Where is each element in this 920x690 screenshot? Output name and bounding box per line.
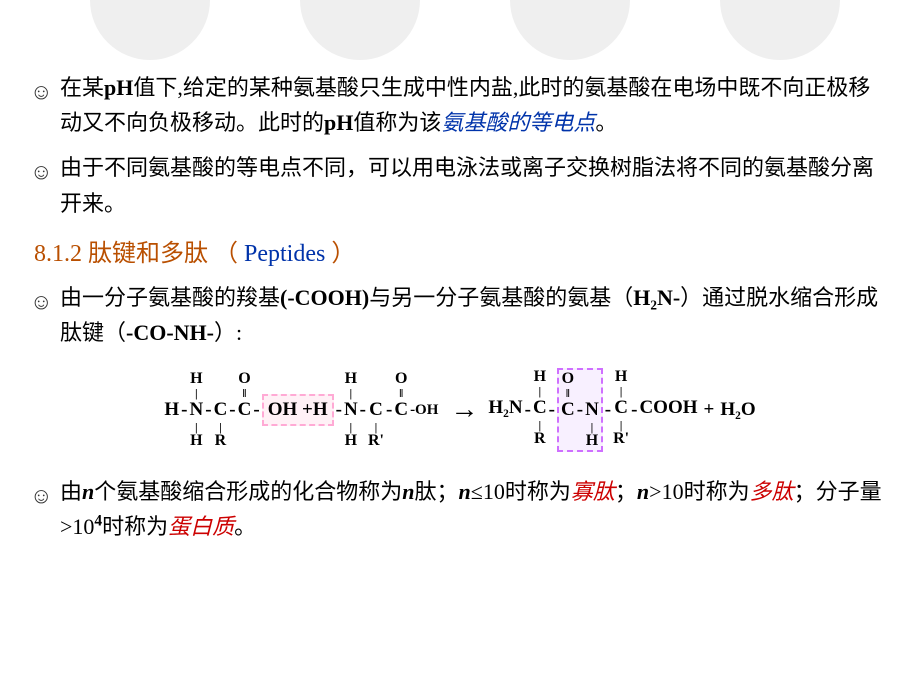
arrow-icon: → — [440, 394, 488, 426]
text: 时称为 — [102, 514, 168, 539]
var-n: n — [402, 479, 414, 504]
text: 。 — [234, 514, 256, 539]
amino-acid-1: H - H| N |H - C |R - O‖ C - — [164, 370, 261, 450]
var-n: n — [82, 479, 94, 504]
text: 。 — [595, 110, 617, 135]
text: 值称为该 — [353, 110, 441, 135]
bullet-1: ☺ 在某pH值下,给定的某种氨基酸只生成中性内盐,此时的氨基酸在电场中既不向正极… — [30, 70, 890, 140]
bullet-2: ☺ 由于不同氨基酸的等电点不同，可以用电泳法或离子交换树脂法将不同的氨基酸分离开… — [30, 150, 890, 220]
bg-circle — [510, 0, 630, 60]
text: pH — [324, 110, 353, 135]
peptide-bond-box: O‖ C - N |H — [557, 368, 603, 452]
text: ）: — [214, 320, 242, 345]
smiley-icon: ☺ — [30, 154, 60, 189]
text: -CO-NH- — [126, 320, 214, 345]
bullet-4-text: 由n个氨基酸缩合形成的化合物称为n肽；n≤10时称为寡肽；n>10时称为多肽；分… — [60, 474, 890, 544]
text: 由一分子氨基酸的羧基 — [60, 285, 280, 310]
leaving-group-box: OH + H — [262, 394, 334, 426]
bg-circle — [300, 0, 420, 60]
var-n: n — [637, 479, 649, 504]
section-num: 8.1.2 — [34, 241, 88, 267]
amino-acid-2: H| N |H - C |R' - O‖ C -OH — [344, 370, 440, 450]
text: (-COOH) — [280, 285, 369, 310]
highlight-protein: 蛋白质 — [168, 514, 234, 539]
text: ≤10时称为 — [471, 479, 571, 504]
text: 在某 — [60, 75, 104, 100]
smiley-icon: ☺ — [30, 74, 60, 109]
bullet-2-text: 由于不同氨基酸的等电点不同，可以用电泳法或离子交换树脂法将不同的氨基酸分离开来。 — [60, 150, 890, 220]
text: 与另一分子氨基酸的氨基（ — [369, 285, 633, 310]
section-header: 8.1.2 肽键和多肽 （ Peptides ） — [30, 233, 890, 268]
bg-circle — [720, 0, 840, 60]
water-molecule: H₂O — [720, 370, 755, 450]
highlight-text: 氨基酸的等电点 — [441, 110, 595, 135]
text: 肽； — [415, 479, 459, 504]
section-zh: 肽键和多肽 （ — [88, 241, 244, 267]
smiley-icon: ☺ — [30, 284, 60, 319]
chemical-structure: H - H| N |H - C |R - O‖ C - — [30, 368, 890, 452]
highlight-oligo: 寡肽 — [571, 479, 615, 504]
smiley-icon: ☺ — [30, 478, 60, 513]
bullet-3: ☺ 由一分子氨基酸的羧基(-COOH)与另一分子氨基酸的氨基（H₂N-）通过脱水… — [30, 280, 890, 350]
text: ； — [615, 479, 637, 504]
text: pH — [104, 75, 133, 100]
section-en: Peptides — [244, 241, 325, 267]
bullet-4: ☺ 由n个氨基酸缩合形成的化合物称为n肽；n≤10时称为寡肽；n>10时称为多肽… — [30, 474, 890, 544]
dipeptide: H₂N - H| C |R - O‖ C - N — [488, 368, 697, 452]
var-n: n — [459, 479, 471, 504]
bullet-1-text: 在某pH值下,给定的某种氨基酸只生成中性内盐,此时的氨基酸在电场中既不向正极移动… — [60, 70, 890, 140]
content-area: ☺ 在某pH值下,给定的某种氨基酸只生成中性内盐,此时的氨基酸在电场中既不向正极… — [30, 70, 890, 555]
text: 由 — [60, 479, 82, 504]
text: H₂N- — [633, 285, 680, 310]
text: 个氨基酸缩合形成的化合物称为 — [94, 479, 402, 504]
bg-circle — [90, 0, 210, 60]
highlight-poly: 多肽 — [750, 479, 794, 504]
exponent: 4 — [94, 513, 102, 530]
bullet-3-text: 由一分子氨基酸的羧基(-COOH)与另一分子氨基酸的氨基（H₂N-）通过脱水缩合… — [60, 280, 890, 350]
text: >10时称为 — [649, 479, 749, 504]
section-tail: ） — [325, 241, 355, 267]
